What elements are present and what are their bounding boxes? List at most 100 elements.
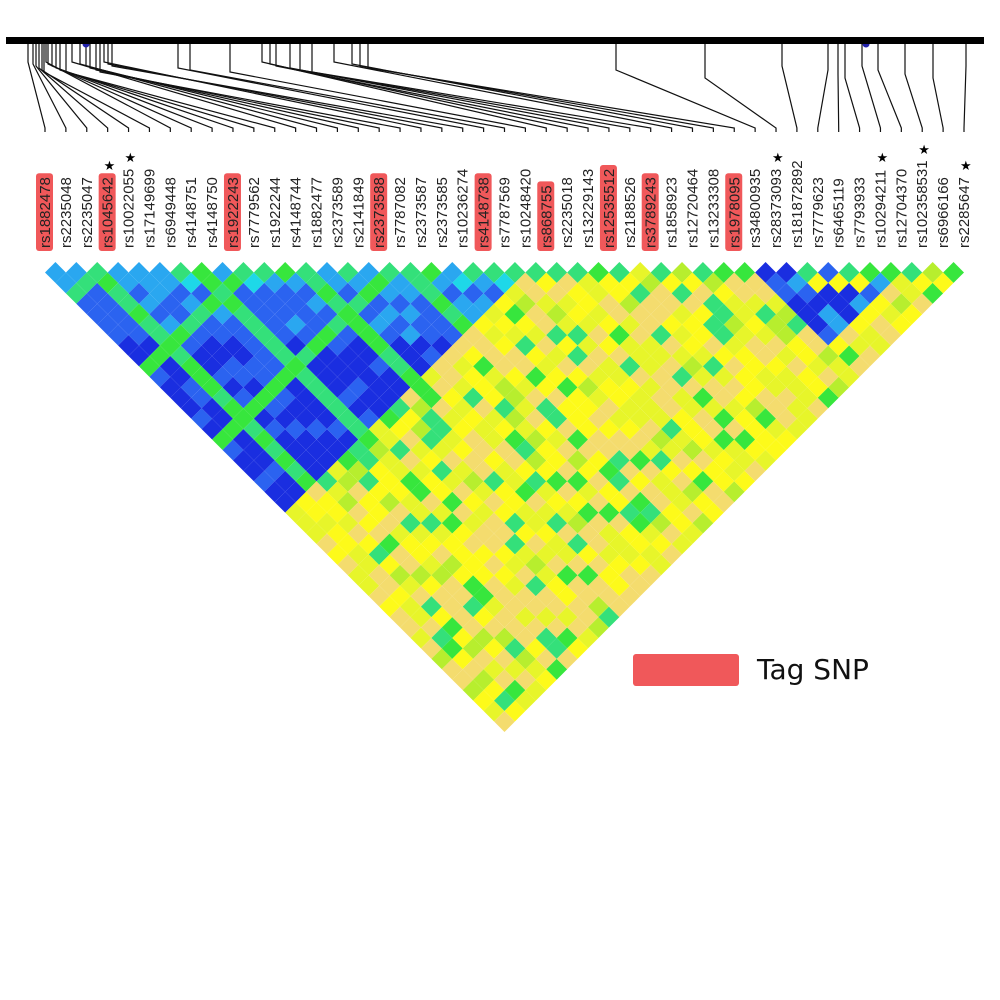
snp-connector-line [359,44,714,132]
ld-cell [608,449,630,471]
ld-cell [556,439,578,461]
ld-cell [807,293,829,315]
ld-cell [567,596,589,618]
ld-cell [107,324,129,346]
ld-cell [462,262,484,283]
ld-cell [191,282,213,304]
ld-cell [870,314,891,336]
snp-label-group: rs2285647 ★ [956,158,973,248]
tag-snp-highlight [98,173,116,251]
ld-cell [901,262,923,283]
ld-cell [514,690,536,712]
ld-cell [702,460,724,482]
snp-connector-line [289,44,610,132]
ld-cell [640,397,662,419]
snp-label: rs2373585 [434,177,451,248]
snp-label: rs2235047 [79,177,96,248]
ld-cell [723,355,745,377]
snp-label: rs2373588 [371,177,388,248]
ld-cell [702,272,724,294]
ld-cell [514,376,536,398]
ld-cell [702,397,724,419]
ld-cell [640,272,662,294]
ld-cell [692,470,714,492]
ld-cell [577,418,599,440]
ld-cell [692,408,714,430]
ld-cell [441,617,463,638]
ld-cell [494,690,515,712]
ld-cell [702,355,724,377]
snp-connector-line [963,44,967,132]
ld-cell [723,460,745,482]
snp-label: rs34800935 [747,169,764,248]
ld-cell [243,460,265,482]
ld-cell [420,512,442,534]
ld-cell [755,366,777,388]
ld-cell [535,376,557,398]
ld-cell [744,397,766,419]
ld-cell [629,408,651,430]
ld-cell [734,262,756,283]
ld-cell [462,533,484,555]
ld-cell [734,429,756,450]
ld-cell [535,293,557,315]
ld-cell [483,700,505,722]
snp-connector-line [103,44,422,132]
ld-cell [462,575,484,597]
ld-cell [713,262,735,283]
ld-cell [410,523,432,544]
ld-cell [577,627,599,649]
ld-cell [504,679,526,701]
snp-label-group: rs1045642 ★ [98,158,117,251]
ld-cell [744,272,766,294]
ld-cell [400,491,421,513]
snp-connector-line [59,44,255,132]
snp-label: rs1882478 [37,177,54,248]
ld-cell [452,564,474,586]
ld-cell [619,460,641,482]
ld-cell [817,303,839,325]
ld-cell [567,429,589,450]
ld-cell [473,585,495,607]
ld-cell [504,303,526,325]
ld-cell [525,408,547,430]
ld-cell [880,303,902,325]
ld-cell [849,335,871,356]
ld-cell [400,554,421,576]
snp-label: rs7779562 [246,177,263,248]
ld-cell [389,523,411,544]
ld-cell [504,491,526,513]
ld-cell [629,575,651,597]
ld-cell [546,575,568,597]
snp-label-group: rs2141849 [350,177,367,248]
ld-cell [514,648,536,670]
ld-cell [567,366,589,388]
snp-label-group: rs28373093 ★ [768,150,785,248]
ld-cell [535,397,557,419]
snp-label-group: rs12720464 [684,169,701,248]
tag-snp-highlight [370,173,388,251]
ld-cell [734,470,756,492]
ld-cell [922,262,944,283]
ld-cell [379,512,401,534]
snp-label: rs1045642 [100,177,117,248]
ld-cell [556,460,578,482]
ld-cell [713,491,735,513]
ld-cell [212,324,233,346]
ld-cell [577,355,599,377]
ld-cell [734,387,756,409]
ld-cell [588,470,609,492]
snp-connector-line [65,44,276,132]
ld-cell [514,397,536,419]
ld-cell [410,564,432,586]
ld-cell [577,293,599,315]
ld-cell [713,429,735,450]
ld-cell [588,533,609,555]
ld-cell [713,303,735,325]
ld-cell [849,293,871,315]
ld-cell [462,512,484,534]
ld-cell [577,564,599,586]
chromosome-bar [6,37,984,44]
ld-cell [212,345,233,367]
ld-cell [285,460,307,482]
